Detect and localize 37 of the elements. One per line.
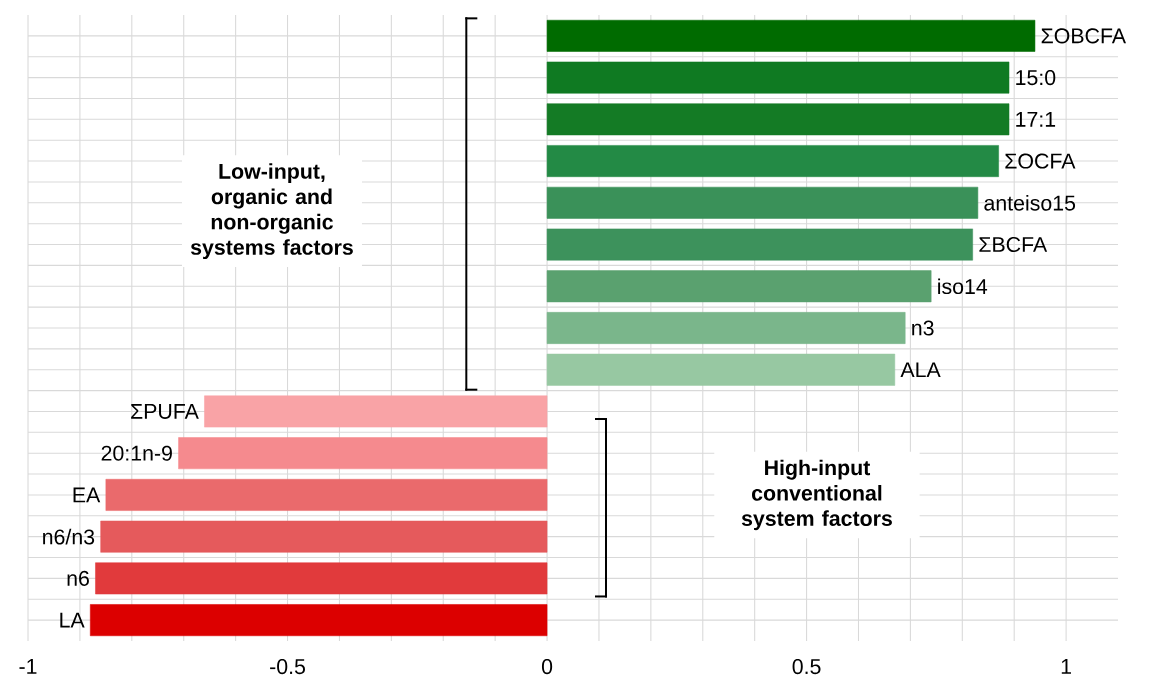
bar (546, 312, 906, 344)
annotation: Low-input, organic and non-organic systems factors (190, 163, 353, 260)
y-tick-label: iso14 (938, 278, 988, 295)
y-tick-label: 20:1n-9 (101, 445, 172, 461)
bar (90, 604, 548, 637)
x-tick-label: -1 (19, 659, 37, 674)
bar (546, 19, 1036, 52)
y-tick-label: ΣPUFA (131, 404, 199, 419)
y-tick-label: LA (60, 612, 85, 628)
y-tick-label: n3 (912, 320, 934, 336)
annotation: High-input conventional system factors (741, 459, 892, 531)
bar (546, 103, 1010, 136)
x-tick-label: 1 (1061, 659, 1071, 674)
y-tick-label: n6 (67, 570, 89, 586)
x-tick-label: 0 (541, 659, 553, 675)
bar (546, 61, 1010, 94)
y-tick-label: anteiso15 (984, 194, 1076, 211)
bar (95, 562, 548, 595)
y-tick-label: 15:0 (1016, 70, 1056, 86)
y-tick-label: ALA (900, 362, 941, 378)
y-tick-label: n6/n3 (43, 528, 95, 545)
y-tick-label: ΣOCFA (1005, 153, 1076, 169)
y-tick-label: EA (73, 487, 101, 503)
bar (204, 395, 548, 428)
y-tick-label: ΣOBCFA (1041, 28, 1127, 44)
bar (546, 145, 999, 177)
x-tick-label: -0.5 (270, 659, 306, 675)
bar (546, 228, 973, 261)
bar (546, 353, 896, 386)
x-tick-label: 0.5 (792, 659, 821, 675)
bar (100, 520, 548, 553)
bar (546, 270, 932, 303)
bar (178, 437, 548, 470)
y-tick-label: ΣBCFA (979, 236, 1048, 253)
bar (546, 186, 979, 219)
y-tick-label: 17:1 (1016, 111, 1056, 127)
bar (105, 479, 548, 511)
